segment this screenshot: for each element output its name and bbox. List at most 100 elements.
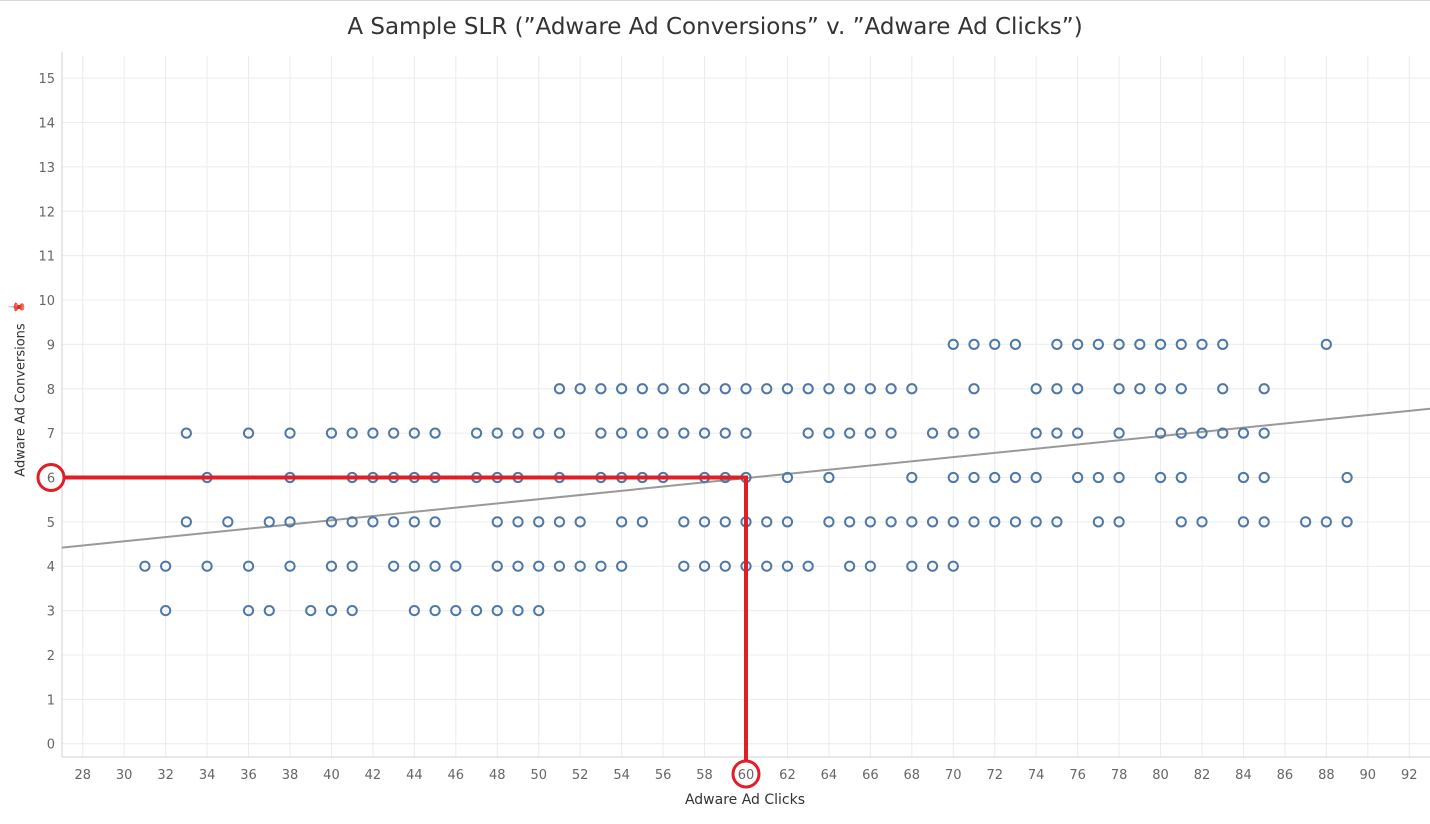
data-point[interactable] <box>180 516 192 528</box>
data-point[interactable] <box>533 560 545 572</box>
data-point[interactable] <box>1030 471 1042 484</box>
data-point[interactable] <box>1092 516 1104 528</box>
data-point[interactable] <box>926 427 939 439</box>
data-point[interactable] <box>491 427 503 439</box>
data-point[interactable] <box>139 560 151 572</box>
data-point[interactable] <box>408 427 420 439</box>
data-point[interactable] <box>802 383 814 395</box>
data-point[interactable] <box>1072 471 1084 484</box>
data-point[interactable] <box>1175 338 1187 350</box>
data-point[interactable] <box>346 427 358 439</box>
data-point[interactable] <box>263 604 275 617</box>
data-point[interactable] <box>781 516 794 528</box>
data-point[interactable] <box>1341 516 1353 528</box>
data-point[interactable] <box>968 383 980 395</box>
data-point[interactable] <box>450 604 462 617</box>
data-point[interactable] <box>906 560 918 572</box>
data-point[interactable] <box>1134 338 1146 350</box>
data-point[interactable] <box>1175 516 1187 528</box>
data-point[interactable] <box>989 516 1001 528</box>
data-point[interactable] <box>1258 383 1270 395</box>
data-point[interactable] <box>698 383 711 395</box>
data-point[interactable] <box>512 516 524 528</box>
data-point[interactable] <box>719 383 731 395</box>
data-point[interactable] <box>719 516 731 528</box>
data-point[interactable] <box>1113 471 1125 484</box>
data-point[interactable] <box>180 427 192 439</box>
data-point[interactable] <box>636 427 648 439</box>
data-point[interactable] <box>761 516 773 528</box>
data-point[interactable] <box>1341 471 1353 484</box>
data-point[interactable] <box>1175 383 1187 395</box>
data-point[interactable] <box>616 427 628 439</box>
data-point[interactable] <box>429 560 441 572</box>
data-point[interactable] <box>1134 383 1146 395</box>
data-point[interactable] <box>1072 338 1084 350</box>
data-point[interactable] <box>968 427 980 439</box>
data-point[interactable] <box>595 383 607 395</box>
data-point[interactable] <box>1009 338 1022 350</box>
data-point[interactable] <box>284 427 296 439</box>
data-point[interactable] <box>595 427 607 439</box>
data-point[interactable] <box>823 516 835 528</box>
data-point[interactable] <box>429 516 441 528</box>
data-point[interactable] <box>1051 338 1063 350</box>
data-point[interactable] <box>823 427 835 439</box>
data-point[interactable] <box>1009 516 1022 528</box>
data-point[interactable] <box>781 560 794 572</box>
data-point[interactable] <box>491 604 503 617</box>
data-point[interactable] <box>160 560 172 572</box>
data-point[interactable] <box>616 560 628 572</box>
data-point[interactable] <box>989 471 1001 484</box>
data-point[interactable] <box>740 383 752 395</box>
data-point[interactable] <box>678 383 690 395</box>
data-point[interactable] <box>346 604 358 617</box>
data-point[interactable] <box>388 560 400 572</box>
data-point[interactable] <box>885 427 897 439</box>
data-point[interactable] <box>947 560 959 572</box>
data-point[interactable] <box>408 560 420 572</box>
data-point[interactable] <box>636 516 648 528</box>
data-point[interactable] <box>968 338 980 350</box>
data-point[interactable] <box>823 383 835 395</box>
data-point[interactable] <box>616 516 628 528</box>
data-point[interactable] <box>388 427 400 439</box>
data-point[interactable] <box>1258 427 1270 439</box>
data-point[interactable] <box>947 471 959 484</box>
data-point[interactable] <box>1030 516 1042 528</box>
data-point[interactable] <box>698 560 711 572</box>
data-point[interactable] <box>512 427 524 439</box>
data-point[interactable] <box>1009 471 1022 484</box>
data-point[interactable] <box>1217 338 1229 350</box>
data-point[interactable] <box>1030 427 1042 439</box>
data-point[interactable] <box>1237 516 1250 528</box>
data-point[interactable] <box>553 560 566 572</box>
data-point[interactable] <box>429 604 441 617</box>
data-point[interactable] <box>388 516 400 528</box>
data-point[interactable] <box>512 604 524 617</box>
data-point[interactable] <box>470 427 483 439</box>
data-point[interactable] <box>470 604 483 617</box>
data-point[interactable] <box>1051 383 1063 395</box>
data-point[interactable] <box>1300 516 1312 528</box>
data-point[interactable] <box>719 560 731 572</box>
data-point[interactable] <box>1113 383 1125 395</box>
data-point[interactable] <box>885 383 897 395</box>
data-point[interactable] <box>1175 471 1187 484</box>
data-point[interactable] <box>1154 427 1167 439</box>
data-point[interactable] <box>553 516 566 528</box>
data-point[interactable] <box>844 383 856 395</box>
data-point[interactable] <box>595 560 607 572</box>
data-point[interactable] <box>346 516 358 528</box>
data-point[interactable] <box>678 560 690 572</box>
data-point[interactable] <box>263 516 275 528</box>
data-point[interactable] <box>1320 338 1332 350</box>
data-point[interactable] <box>1072 427 1084 439</box>
data-point[interactable] <box>657 427 669 439</box>
data-point[interactable] <box>533 516 545 528</box>
data-point[interactable] <box>242 604 255 617</box>
data-point[interactable] <box>1051 427 1063 439</box>
data-point[interactable] <box>1237 427 1250 439</box>
data-point[interactable] <box>325 604 338 617</box>
data-point[interactable] <box>305 604 317 617</box>
